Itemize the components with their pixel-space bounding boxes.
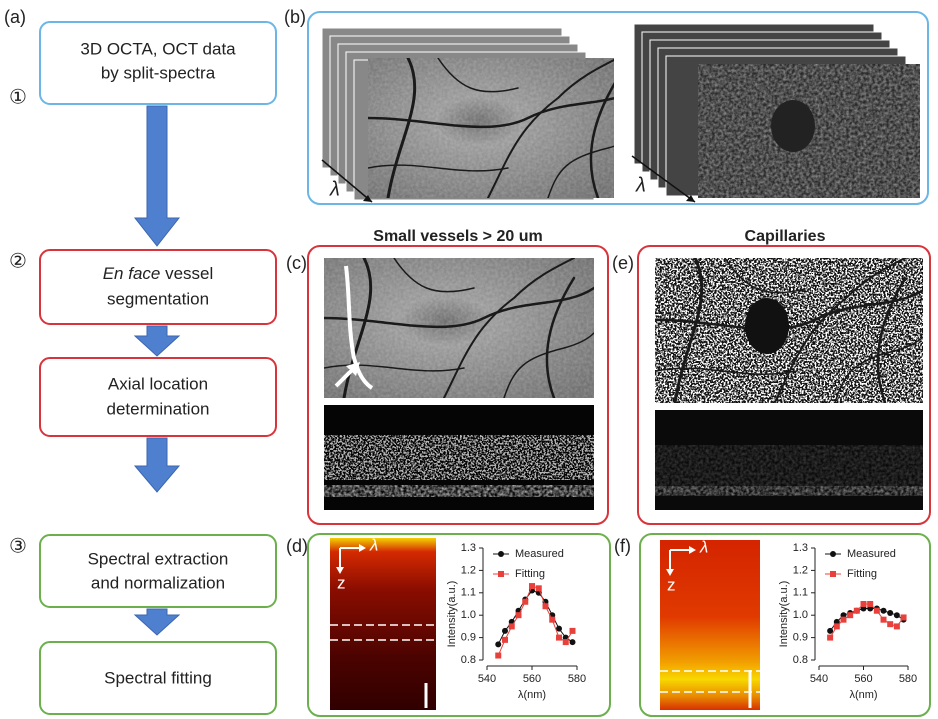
data-point xyxy=(570,639,576,645)
page: (a) (b) (c) (d) (e) (f) ① ② ③ 3D OCTA, O… xyxy=(0,0,938,719)
box-text: segmentation xyxy=(107,289,209,308)
data-point xyxy=(495,641,501,647)
heading: Small vessels > 20 um xyxy=(373,228,542,245)
panel-label: (f) xyxy=(614,536,631,556)
legend-marker xyxy=(498,571,504,577)
en-face-image xyxy=(324,258,594,398)
data-point xyxy=(834,623,840,629)
data-point xyxy=(854,608,860,614)
x-tick-label: 540 xyxy=(478,673,496,685)
x-tick-label: 560 xyxy=(854,673,872,685)
image-stack: λ xyxy=(632,24,920,202)
en-face-image xyxy=(655,258,925,403)
box-text: Spectral extraction xyxy=(88,549,229,568)
data-point xyxy=(536,585,542,591)
data-point xyxy=(894,623,900,629)
box-text: by split-spectra xyxy=(101,63,216,82)
box-text: Axial location xyxy=(108,374,208,393)
heading: Capillaries xyxy=(745,228,826,245)
legend-label: Fitting xyxy=(847,568,877,580)
data-point xyxy=(881,608,887,614)
panel-label: (c) xyxy=(286,253,307,273)
flow-box xyxy=(40,535,276,607)
axis-symbol: z xyxy=(337,573,346,592)
data-point xyxy=(502,628,508,634)
box-text: and normalization xyxy=(91,573,225,592)
y-axis-label: Intensity(a.u.) xyxy=(778,581,790,648)
step-marker: ① xyxy=(9,86,27,108)
data-point xyxy=(887,621,893,627)
box-text: Spectral fitting xyxy=(104,668,212,687)
y-tick-label: 1.1 xyxy=(461,587,476,599)
spectral-heatmap: λ z xyxy=(330,535,436,710)
x-axis-label: λ(nm) xyxy=(518,689,546,701)
y-tick-label: 0.9 xyxy=(793,632,808,644)
data-point xyxy=(827,635,833,641)
step-marker: ③ xyxy=(9,535,27,557)
legend-label: Fitting xyxy=(515,568,545,580)
panel-label: (a) xyxy=(4,7,26,27)
figure: (a) (b) (c) (d) (e) (f) ① ② ③ 3D OCTA, O… xyxy=(0,0,938,719)
x-tick-label: 540 xyxy=(810,673,828,685)
box-text: En face vessel xyxy=(103,264,214,283)
axis-symbol: λ xyxy=(369,535,378,554)
data-point xyxy=(543,603,549,609)
legend-marker xyxy=(830,571,836,577)
y-tick-label: 0.9 xyxy=(461,632,476,644)
bscan-image xyxy=(324,405,594,510)
y-tick-label: 1.2 xyxy=(461,564,476,576)
data-point xyxy=(887,610,893,616)
x-axis-label: λ(nm) xyxy=(849,689,877,701)
box-text: determination xyxy=(106,399,209,418)
data-point xyxy=(570,628,576,634)
legend-marker xyxy=(830,551,836,557)
legend-label: Measured xyxy=(847,548,896,560)
data-point xyxy=(495,653,501,659)
panel-label: (b) xyxy=(284,7,306,27)
flow-box xyxy=(40,250,276,324)
legend-label: Measured xyxy=(515,548,564,560)
data-point xyxy=(901,614,907,620)
y-tick-label: 1.0 xyxy=(461,609,476,621)
data-point xyxy=(867,601,873,607)
axis-symbol: λ xyxy=(635,174,646,196)
data-point xyxy=(894,612,900,618)
legend-marker xyxy=(498,551,504,557)
panel-label: (e) xyxy=(612,253,634,273)
data-point xyxy=(502,637,508,643)
data-point xyxy=(529,583,535,589)
y-axis-label: Intensity(a.u.) xyxy=(446,581,458,648)
spectral-heatmap: λ z xyxy=(660,537,760,710)
panel-label: (d) xyxy=(286,536,308,556)
data-point xyxy=(522,599,528,605)
axis-symbol: λ xyxy=(699,537,708,556)
data-point xyxy=(516,612,522,618)
x-tick-label: 580 xyxy=(899,673,917,685)
y-tick-label: 0.8 xyxy=(793,654,808,666)
data-point xyxy=(861,601,867,607)
y-tick-label: 1.0 xyxy=(793,609,808,621)
bscan-image xyxy=(655,410,923,510)
data-point xyxy=(827,628,833,634)
data-point xyxy=(847,612,853,618)
axis-symbol: z xyxy=(667,575,676,594)
data-point xyxy=(549,617,555,623)
x-tick-label: 580 xyxy=(568,673,586,685)
step-marker: ② xyxy=(9,250,27,272)
axis-symbol: λ xyxy=(329,178,340,200)
x-tick-label: 560 xyxy=(523,673,541,685)
y-tick-label: 1.3 xyxy=(461,542,476,554)
data-point xyxy=(840,617,846,623)
data-point xyxy=(563,639,569,645)
y-tick-label: 1.2 xyxy=(793,564,808,576)
data-point xyxy=(556,635,562,641)
y-tick-label: 1.1 xyxy=(793,587,808,599)
flow-box xyxy=(40,358,276,436)
box-text: 3D OCTA, OCT data xyxy=(80,39,236,58)
data-point xyxy=(874,608,880,614)
y-tick-label: 1.3 xyxy=(793,542,808,554)
data-point xyxy=(881,617,887,623)
data-point xyxy=(509,623,515,629)
y-tick-label: 0.8 xyxy=(461,654,476,666)
